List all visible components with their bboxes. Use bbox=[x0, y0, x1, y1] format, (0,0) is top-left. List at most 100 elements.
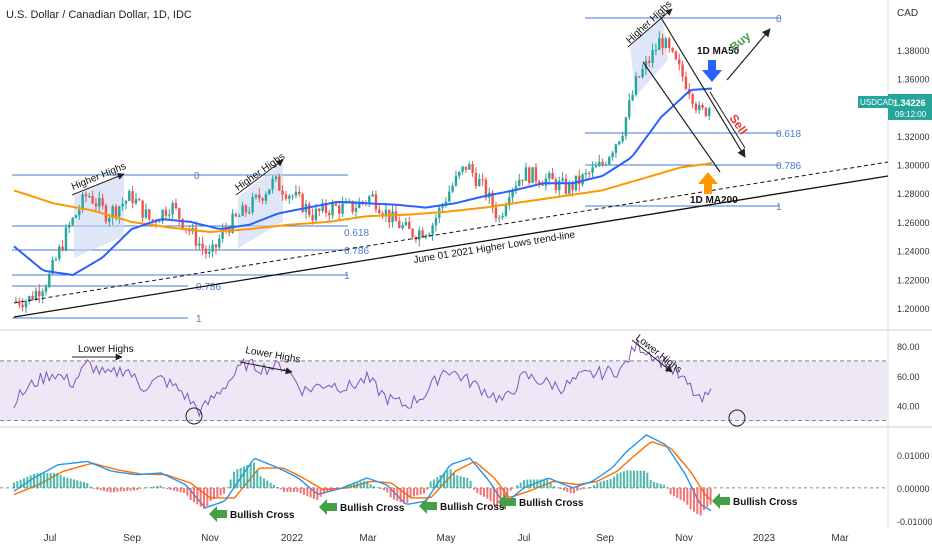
histogram-bar bbox=[396, 487, 399, 501]
histogram-bar bbox=[212, 487, 215, 500]
histogram-bar bbox=[532, 479, 535, 488]
candle-body bbox=[321, 203, 324, 211]
candle-body bbox=[428, 234, 431, 236]
histogram-bar bbox=[699, 487, 702, 516]
histogram-bar bbox=[282, 487, 285, 492]
candle-body bbox=[31, 296, 34, 300]
histogram-bar bbox=[496, 487, 499, 507]
histogram-bar bbox=[159, 485, 162, 488]
x-tick-label: Sep bbox=[123, 533, 141, 544]
histogram-bar bbox=[652, 482, 655, 488]
histogram-bar bbox=[49, 473, 52, 488]
histogram-bar bbox=[66, 477, 69, 488]
histogram-bar bbox=[479, 487, 482, 496]
histogram-bar bbox=[246, 465, 249, 488]
histogram-bar bbox=[589, 487, 592, 488]
candle-body bbox=[704, 107, 708, 117]
histogram-bar bbox=[582, 487, 585, 489]
candle-body bbox=[111, 206, 114, 219]
candle-body bbox=[204, 248, 208, 254]
histogram-bar bbox=[179, 487, 182, 493]
ma50-line bbox=[13, 87, 713, 276]
histogram-bar bbox=[209, 487, 212, 501]
candle-body bbox=[408, 221, 411, 229]
histogram-bar bbox=[112, 487, 115, 493]
rsi-line bbox=[13, 339, 712, 418]
currency-label: CAD bbox=[897, 8, 918, 19]
candle-body bbox=[548, 173, 551, 179]
histogram-bar bbox=[386, 487, 389, 493]
histogram-bar bbox=[152, 486, 155, 488]
svg-text:Bullish Cross: Bullish Cross bbox=[440, 502, 505, 513]
candle-body bbox=[418, 230, 421, 240]
candle-body bbox=[164, 209, 168, 216]
candle-body bbox=[114, 206, 118, 217]
candle-body bbox=[38, 290, 41, 297]
histogram-bar bbox=[402, 487, 405, 504]
histogram-bar bbox=[509, 487, 512, 491]
histogram-bar bbox=[559, 487, 562, 490]
histogram-bar bbox=[176, 487, 179, 492]
lower-highs-arrow bbox=[239, 361, 293, 375]
histogram-bar bbox=[429, 481, 432, 488]
x-tick-label: Nov bbox=[675, 533, 693, 544]
histogram-bar bbox=[39, 473, 42, 488]
histogram-bar bbox=[686, 487, 689, 505]
x-tick-label: Nov bbox=[201, 533, 219, 544]
histogram-bar bbox=[366, 480, 369, 488]
ma200-line bbox=[13, 162, 713, 233]
candle-body bbox=[54, 258, 58, 260]
histogram-bar bbox=[506, 487, 509, 499]
ma200-label: 1D MA200 bbox=[690, 195, 738, 206]
svg-text:Bullish Cross: Bullish Cross bbox=[733, 497, 798, 508]
histogram-bar bbox=[636, 470, 639, 488]
histogram-bar bbox=[302, 487, 305, 495]
histogram-bar bbox=[359, 481, 362, 488]
sell-arrow-line bbox=[709, 91, 746, 149]
candle-body bbox=[678, 59, 681, 65]
histogram-bar bbox=[482, 487, 485, 497]
candle-body bbox=[374, 194, 378, 210]
histogram-bar bbox=[529, 479, 532, 488]
candle-body bbox=[148, 209, 151, 220]
histogram-bar bbox=[442, 472, 445, 488]
histogram-bar bbox=[232, 471, 235, 488]
candle-body bbox=[621, 135, 624, 142]
candle-body bbox=[341, 203, 344, 214]
candle-body bbox=[578, 175, 581, 185]
histogram-bar bbox=[516, 485, 519, 488]
candle-body bbox=[284, 194, 288, 199]
candle-body bbox=[28, 296, 31, 302]
bullish-cross-2: Bullish Cross bbox=[319, 499, 405, 515]
histogram-bar bbox=[666, 487, 669, 489]
histogram-bar bbox=[256, 470, 259, 488]
candle-body bbox=[471, 164, 474, 173]
rsi-band bbox=[0, 360, 888, 421]
candle-body bbox=[314, 208, 318, 221]
candle-body bbox=[208, 251, 211, 254]
histogram-bar bbox=[616, 473, 619, 488]
candle-body bbox=[158, 221, 161, 223]
histogram-bar bbox=[26, 476, 29, 488]
histogram-bar bbox=[476, 487, 479, 494]
fib-level-label: 0.618 bbox=[344, 228, 369, 239]
candle-body bbox=[411, 228, 414, 238]
histogram-bar bbox=[266, 480, 269, 488]
histogram-bar bbox=[702, 487, 705, 511]
histogram-bar bbox=[19, 479, 22, 488]
candle-body bbox=[518, 179, 521, 187]
histogram-bar bbox=[602, 480, 605, 488]
histogram-bar bbox=[499, 487, 502, 508]
candle-body bbox=[254, 194, 258, 198]
candle-body bbox=[611, 152, 614, 158]
rsi-low-circle bbox=[185, 407, 203, 425]
candle-body bbox=[258, 194, 261, 199]
candle-body bbox=[458, 171, 461, 176]
histogram-bar bbox=[426, 487, 429, 490]
histogram-bar bbox=[419, 487, 422, 495]
histogram-bar bbox=[376, 487, 379, 489]
candle-body bbox=[381, 213, 384, 216]
histogram-bar bbox=[576, 487, 579, 491]
candle-body bbox=[91, 196, 94, 204]
